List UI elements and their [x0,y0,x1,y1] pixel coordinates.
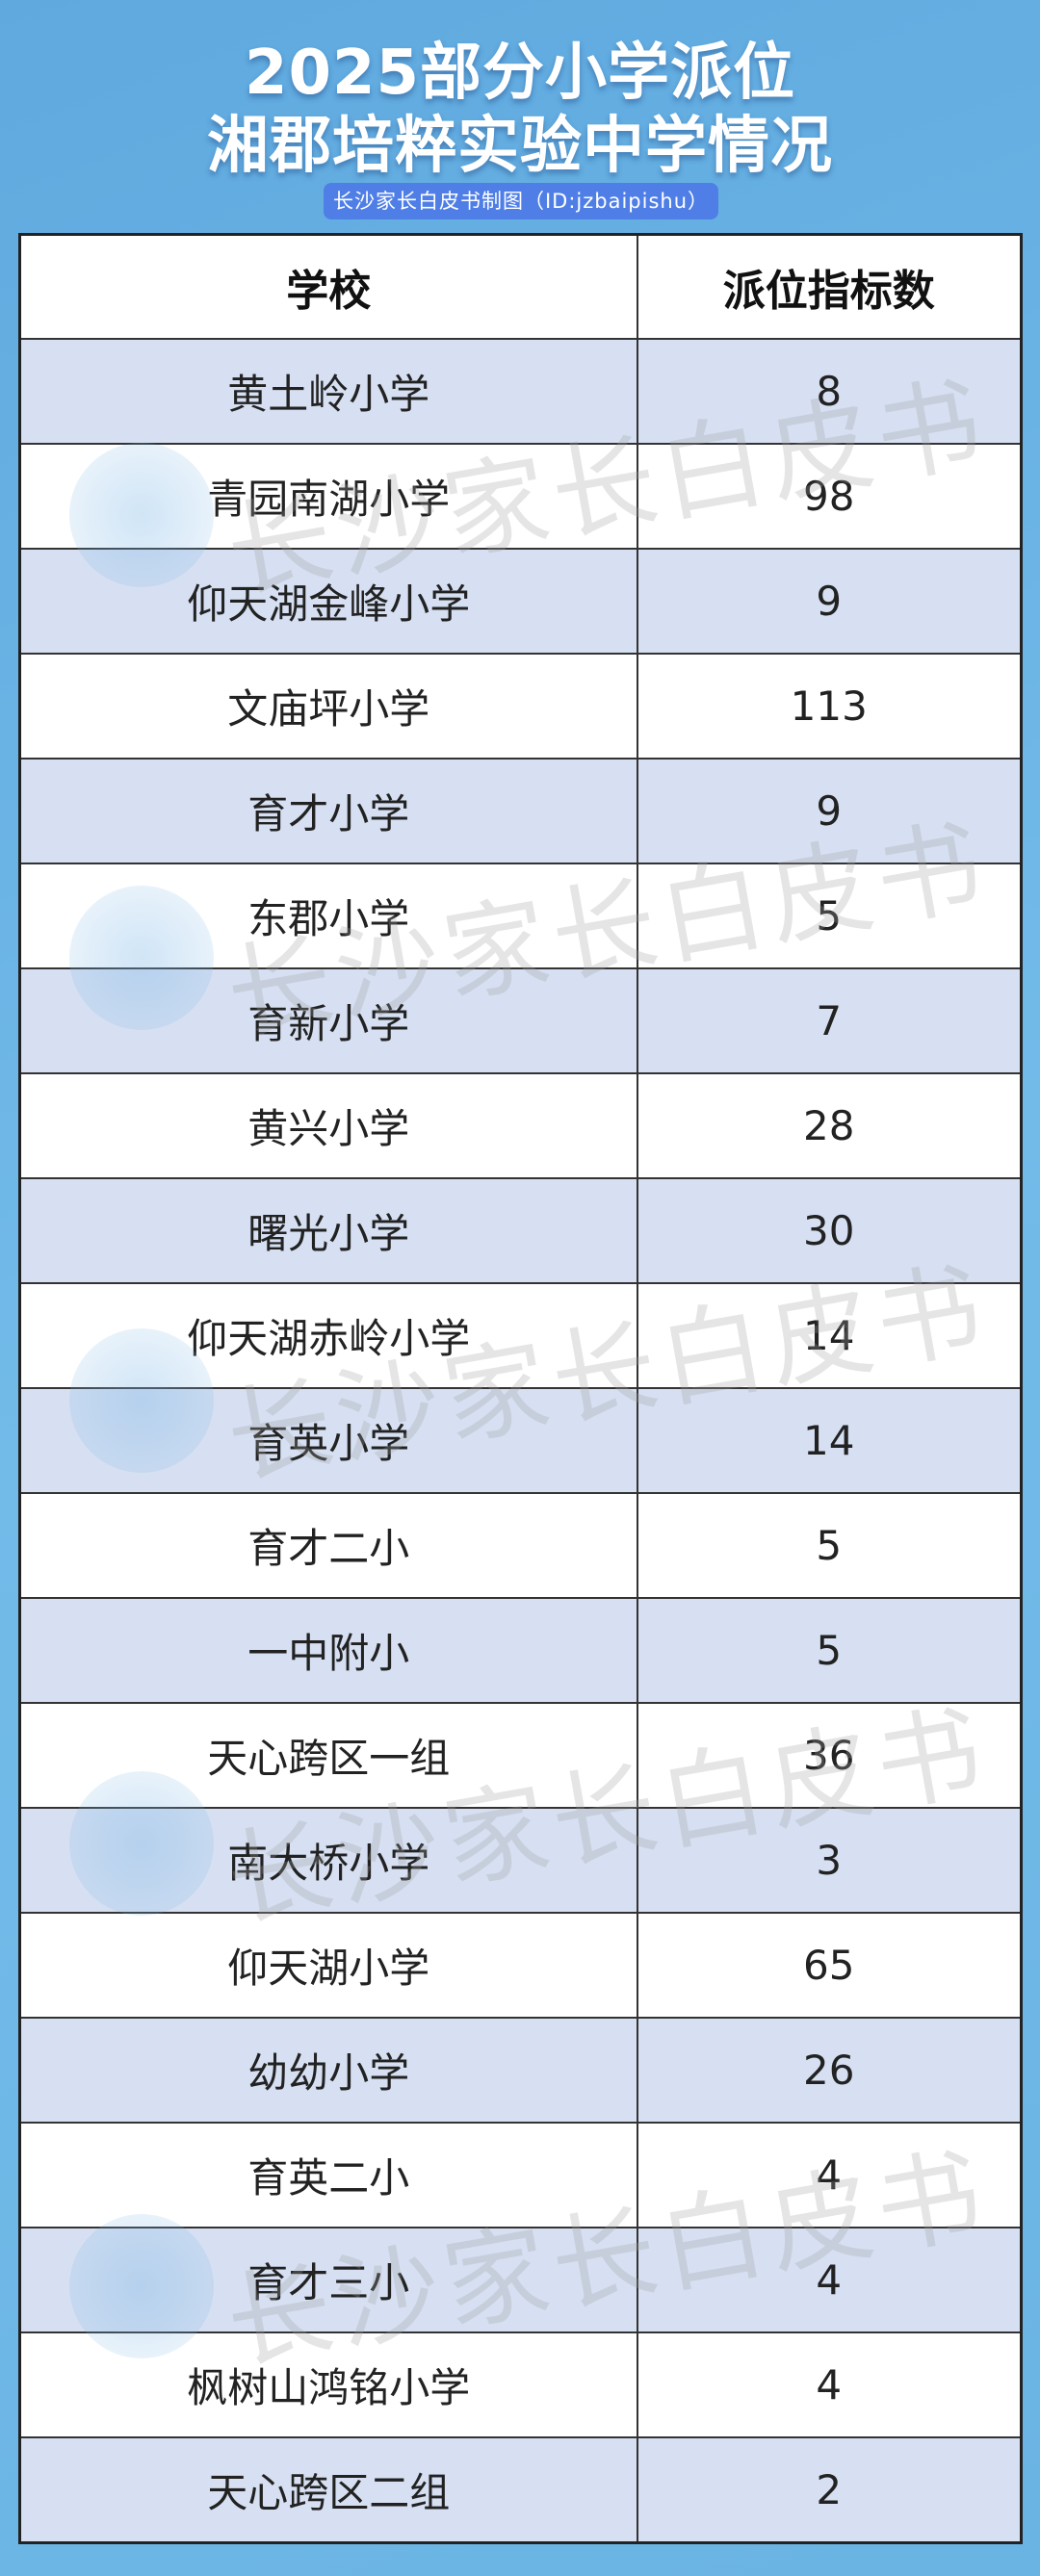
quota-cell: 7 [636,967,1023,1074]
table-row: 文庙坪小学 113 [18,653,1023,760]
quota-table: 学校 派位指标数 黄土岭小学 8 青园南湖小学 98 仰天湖金峰小学 9 文庙坪小学 … [18,233,1023,2544]
table-row: 东郡小学 5 [18,863,1023,969]
school-cell: 育英二小 [18,2122,638,2228]
table-row: 育才三小 4 [18,2227,1023,2333]
credit-badge: 长沙家长白皮书制图（ID:jzbaipishu） [324,183,718,219]
quota-cell: 4 [636,2331,1023,2438]
school-cell: 天心跨区一组 [18,1702,638,1809]
table-header-row: 学校 派位指标数 [18,233,1023,340]
table-row: 天心跨区二组 2 [18,2436,1023,2544]
school-cell: 黄兴小学 [18,1072,638,1179]
quota-cell: 5 [636,863,1023,969]
school-cell: 南大桥小学 [18,1807,638,1914]
quota-cell: 5 [636,1597,1023,1704]
table-row: 育才小学 9 [18,758,1023,864]
school-cell: 东郡小学 [18,863,638,969]
table-row: 黄兴小学 28 [18,1072,1023,1179]
title-line-1: 2025部分小学派位 [244,38,796,109]
school-cell: 枫树山鸿铭小学 [18,2331,638,2438]
table-row: 南大桥小学 3 [18,1807,1023,1914]
table-row: 曙光小学 30 [18,1177,1023,1284]
school-cell: 曙光小学 [18,1177,638,1284]
school-cell: 黄土岭小学 [18,338,638,445]
quota-cell: 9 [636,548,1023,655]
quota-cell: 98 [636,443,1023,550]
table-row: 幼幼小学 26 [18,2017,1023,2124]
quota-cell: 28 [636,1072,1023,1179]
school-cell: 育才小学 [18,758,638,864]
table-row: 一中附小 5 [18,1597,1023,1704]
table-row: 育新小学 7 [18,967,1023,1074]
school-cell: 仰天湖金峰小学 [18,548,638,655]
table-row: 天心跨区一组 36 [18,1702,1023,1809]
quota-cell: 8 [636,338,1023,445]
school-cell: 一中附小 [18,1597,638,1704]
school-cell: 育才二小 [18,1492,638,1599]
school-cell: 仰天湖赤岭小学 [18,1282,638,1389]
quota-cell: 14 [636,1387,1023,1494]
table-row: 仰天湖小学 65 [18,1912,1023,2019]
quota-cell: 4 [636,2227,1023,2333]
quota-cell: 36 [636,1702,1023,1809]
quota-cell: 9 [636,758,1023,864]
quota-cell: 14 [636,1282,1023,1389]
school-cell: 幼幼小学 [18,2017,638,2124]
school-cell: 青园南湖小学 [18,443,638,550]
school-cell: 仰天湖小学 [18,1912,638,2019]
table-row: 育英小学 14 [18,1387,1023,1494]
table-row: 育英二小 4 [18,2122,1023,2228]
title-line-2: 湘郡培粹实验中学情况 [207,111,833,182]
quota-cell: 113 [636,653,1023,760]
school-cell: 育英小学 [18,1387,638,1494]
table-row: 青园南湖小学 98 [18,443,1023,550]
school-cell: 天心跨区二组 [18,2436,638,2544]
header-quota: 派位指标数 [636,233,1023,340]
table-row: 黄土岭小学 8 [18,338,1023,445]
header-school: 学校 [18,233,638,340]
table-row: 仰天湖赤岭小学 14 [18,1282,1023,1389]
quota-cell: 2 [636,2436,1023,2544]
school-cell: 文庙坪小学 [18,653,638,760]
table-row: 枫树山鸿铭小学 4 [18,2331,1023,2438]
quota-cell: 3 [636,1807,1023,1914]
table-row: 育才二小 5 [18,1492,1023,1599]
quota-cell: 65 [636,1912,1023,2019]
quota-cell: 5 [636,1492,1023,1599]
quota-cell: 30 [636,1177,1023,1284]
quota-cell: 26 [636,2017,1023,2124]
quota-cell: 4 [636,2122,1023,2228]
school-cell: 育才三小 [18,2227,638,2333]
school-cell: 育新小学 [18,967,638,1074]
table-row: 仰天湖金峰小学 9 [18,548,1023,655]
